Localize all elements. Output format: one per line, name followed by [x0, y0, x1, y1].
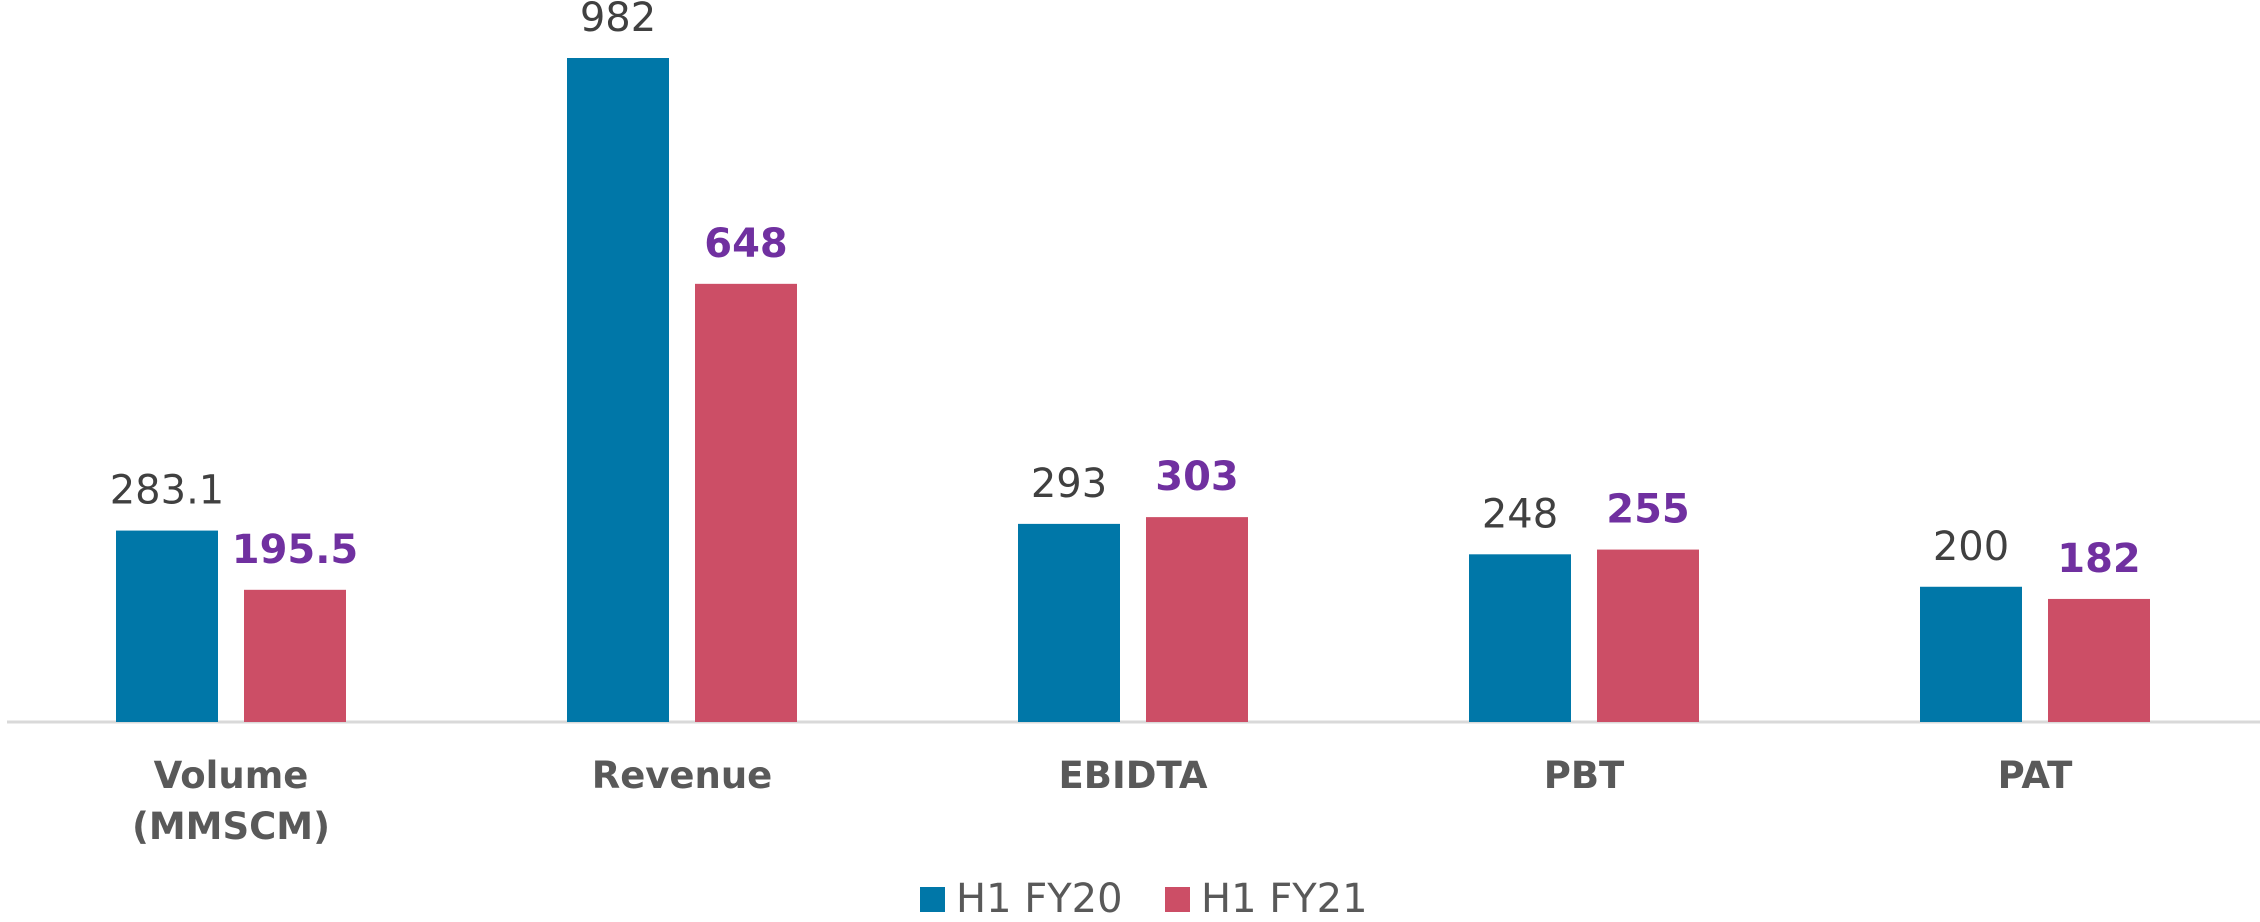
bar — [1597, 549, 1699, 722]
x-tick-label: EBIDTA — [1058, 754, 1208, 797]
x-tick-label: Revenue — [591, 754, 773, 797]
x-tick-label: PBT — [1543, 754, 1625, 797]
bar — [1146, 517, 1248, 722]
legend-swatch — [920, 887, 945, 912]
bar — [1920, 586, 2022, 722]
legend-swatch — [1165, 887, 1190, 912]
legend-label: H1 FY20 — [956, 876, 1123, 922]
bar — [1018, 523, 1120, 722]
data-label: 283.1 — [110, 468, 225, 514]
data-label: 248 — [1482, 491, 1558, 537]
bar — [244, 589, 346, 722]
bar — [1469, 554, 1571, 722]
bar — [116, 530, 218, 722]
bar — [567, 58, 669, 722]
data-label: 182 — [2057, 536, 2141, 582]
data-label: 303 — [1155, 454, 1239, 500]
bar — [695, 283, 797, 722]
x-tick-label: Volume (MMSCM) — [131, 754, 331, 848]
data-label: 648 — [704, 221, 788, 267]
data-label: 293 — [1031, 461, 1107, 507]
x-tick-label: PAT — [1997, 754, 2073, 797]
data-label: 200 — [1933, 524, 2009, 570]
bar — [2048, 598, 2150, 722]
legend-label: H1 FY21 — [1201, 876, 1368, 922]
data-label: 982 — [580, 0, 656, 41]
data-label: 255 — [1606, 487, 1690, 533]
data-label: 195.5 — [232, 527, 359, 573]
